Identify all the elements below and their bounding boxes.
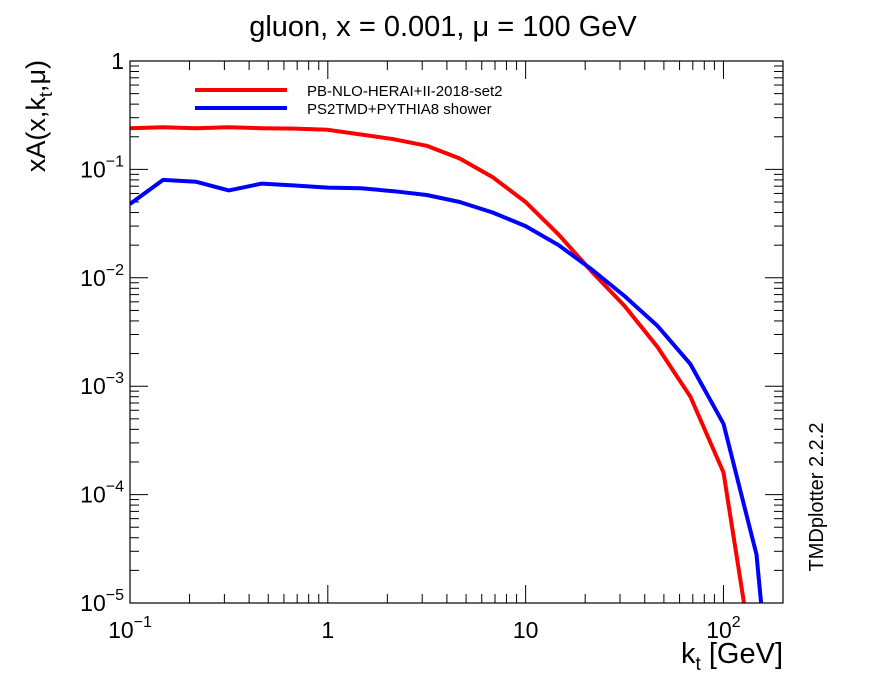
- y-tick-label: 10−4: [80, 479, 124, 508]
- y-tick-label: 1: [111, 48, 124, 74]
- legend: PB-NLO-HERAI+II-2018-set2PS2TMD+PYTHIA8 …: [195, 83, 503, 118]
- x-tick-labels: 10−1 1 10 102: [108, 614, 741, 643]
- y-tick-label: 10−2: [80, 262, 124, 291]
- x-tick-label: 102: [706, 614, 741, 643]
- minor-ticks: [130, 61, 784, 603]
- side-label: TMDplotter 2.2.2: [806, 423, 828, 572]
- x-tick-label: 10: [513, 617, 539, 643]
- y-tick-label: 10−1: [80, 153, 124, 182]
- chart-title: gluon, x = 0.001, μ = 100 GeV: [249, 11, 637, 43]
- y-axis-label: xA(x,kt,μ): [21, 60, 56, 172]
- y-tick-labels: 10−5 10−4 10−3 10−2 10−1 1: [80, 48, 124, 616]
- x-axis-label: kt [GeV]: [681, 638, 783, 675]
- x-tick-label: 10−1: [108, 614, 152, 643]
- legend-label-0: PB-NLO-HERAI+II-2018-set2: [307, 83, 503, 100]
- series-line-1: [130, 177, 764, 603]
- series-line-0: [130, 125, 746, 603]
- y-tick-label: 10−3: [80, 370, 124, 399]
- major-ticks: [129, 60, 783, 604]
- x-tick-label: 1: [321, 617, 334, 643]
- series-layer: [130, 125, 764, 603]
- legend-label-1: PS2TMD+PYTHIA8 shower: [307, 101, 492, 118]
- y-tick-label: 10−5: [80, 587, 124, 616]
- plot-frame: [129, 60, 784, 604]
